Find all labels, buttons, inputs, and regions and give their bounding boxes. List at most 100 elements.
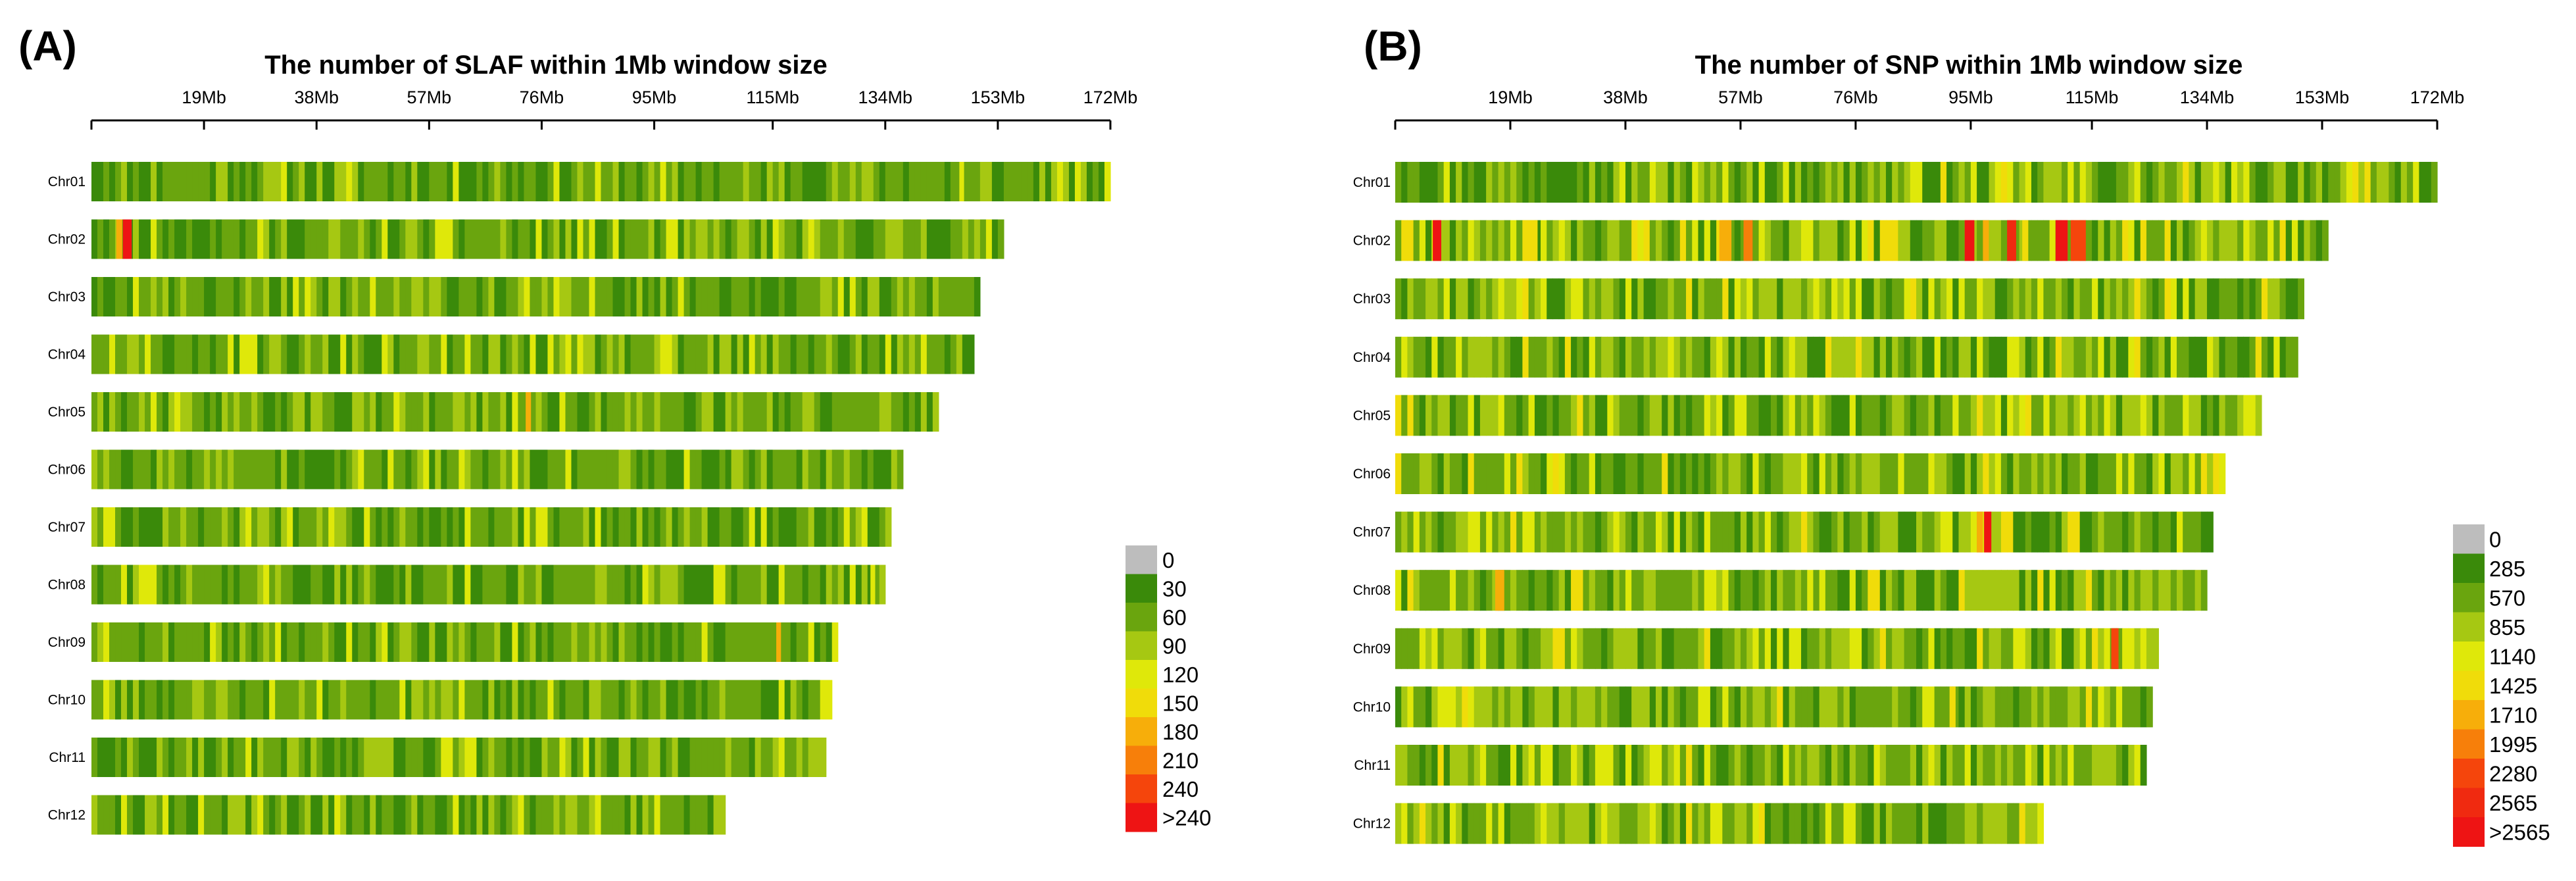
window-cell [1510,278,1517,320]
window-cell [654,334,661,374]
window-cell [725,565,732,605]
legend-label: 90 [1162,634,1187,658]
window-cell [1492,220,1499,261]
window-cell [1449,220,1456,261]
window-cell [1710,220,1717,261]
window-cell [1928,453,1935,494]
window-cell [2068,278,2075,320]
window-cell [589,334,596,374]
window-cell [571,622,578,662]
window-cell [1534,686,1541,728]
window-cell [2007,686,2014,728]
window-cell [2092,162,2098,203]
window-cell [269,162,276,201]
window-cell [1758,336,1766,378]
window-cell [299,392,305,432]
window-cell [370,162,376,201]
window-cell [541,622,549,662]
window-cell [1577,628,1584,669]
window-cell [316,162,323,201]
window-cell [2025,395,2032,436]
window-cell [2049,511,2056,553]
window-cell [2219,336,2226,378]
window-cell [689,622,697,662]
window-cell [1589,395,1596,436]
window-cell [429,507,435,547]
window-cell [1625,220,1632,261]
hotspot-cell [1964,220,1975,261]
window-cell [1474,278,1481,320]
window-cell [1528,570,1535,611]
window-cell [553,449,560,490]
window-cell [127,507,134,547]
window-cell [826,162,833,201]
window-cell [743,507,750,547]
window-cell [1813,162,1820,203]
window-cell [1522,803,1529,844]
hotspot-cell [1719,220,1732,261]
window-cell [1577,395,1584,436]
window-cell [565,219,572,259]
window-cell [1564,745,1572,786]
window-cell [1752,511,1760,553]
window-cell [1734,570,1741,611]
window-cell [1577,803,1584,844]
window-cell [642,162,649,201]
window-cell [1456,628,1462,669]
window-cell [743,392,750,432]
window-cell [2158,278,2166,320]
window-cell [251,795,258,835]
window-cell [2304,162,2311,203]
window-cell [642,507,649,547]
window-cell [1425,278,1432,320]
window-cell [2261,278,2268,320]
window-cell [1692,220,1699,261]
window-cell [405,738,412,777]
window-cell [636,680,643,720]
window-cell [346,334,353,374]
window-cell [1813,511,1820,553]
window-cell [595,219,602,259]
window-cell [346,392,353,432]
window-cell [429,162,435,201]
window-cell [417,334,424,374]
window-cell [873,565,880,605]
window-cell [1831,745,1838,786]
window-cell [2146,570,2153,611]
window-cell [547,334,555,374]
window-cell [1934,162,1941,203]
window-cell [1021,162,1028,201]
window-cell [506,162,513,201]
window-cell [695,795,703,835]
window-cell [393,507,400,547]
window-cell [648,738,655,777]
window-cell [1977,453,1983,494]
window-cell [228,334,234,374]
window-cell [2279,220,2287,261]
window-cell [1637,162,1645,203]
window-cell [1910,511,1917,553]
window-cell [618,565,626,605]
window-cell [843,219,851,259]
window-cell [1631,570,1638,611]
window-cell [2110,395,2117,436]
window-cell [470,392,477,432]
window-cell [97,565,104,605]
window-cell [1898,453,1905,494]
x-tick-label: 172Mb [1083,88,1138,107]
window-cell [1873,628,1881,669]
window-cell [2000,220,2008,261]
window-cell [1437,336,1445,378]
window-cell [1692,278,1699,320]
window-cell [808,622,815,662]
window-cell [293,680,299,720]
window-cell [1777,686,1783,728]
window-cell [831,507,839,547]
window-cell [1977,220,1983,261]
window-cell [352,392,359,432]
window-cell [518,449,525,490]
window-cell [387,449,394,490]
window-cell [2031,162,2038,203]
window-cell [441,162,447,201]
window-cell [263,162,270,201]
